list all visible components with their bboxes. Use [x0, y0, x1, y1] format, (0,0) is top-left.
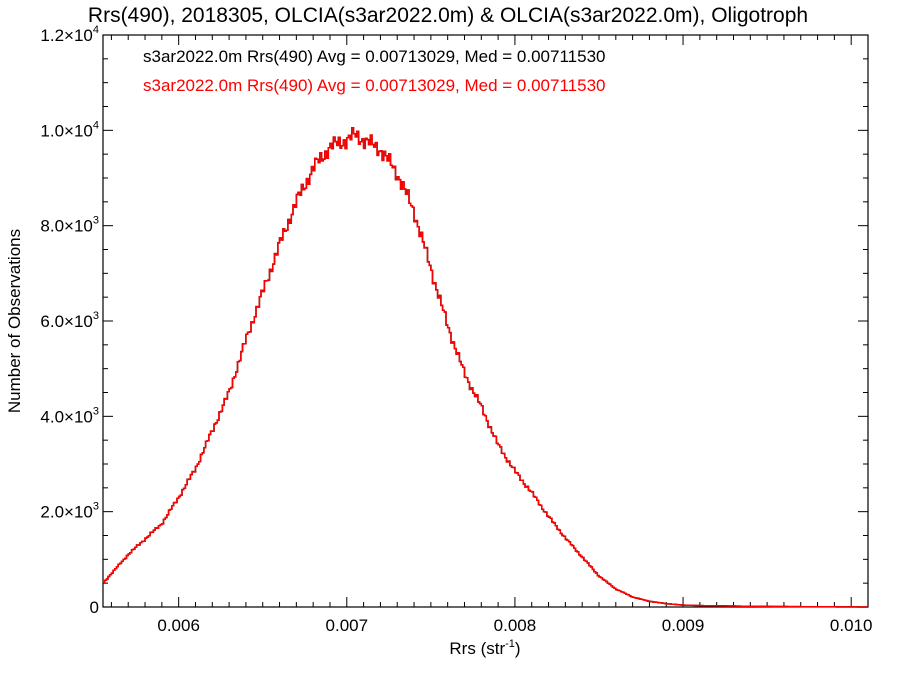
- y-tick-label-exponent: 4: [93, 119, 99, 131]
- y-tick-label-exponent: 3: [93, 215, 99, 227]
- chart-title: Rrs(490), 2018305, OLCIA(s3ar2022.0m) & …: [88, 4, 808, 27]
- y-tick-label: 1.0×104: [40, 119, 99, 140]
- x-tick-label: 0.006: [157, 616, 200, 635]
- y-tick-label-exponent: 3: [93, 310, 99, 322]
- y-tick-label: 2.0×103: [40, 501, 99, 522]
- y-tick-label-base: 1.0×10: [40, 121, 92, 140]
- y-tick-label: 1.2×104: [40, 24, 99, 45]
- legend-entry-black: s3ar2022.0m Rrs(490) Avg = 0.00713029, M…: [143, 47, 605, 66]
- x-tick-label: 0.008: [494, 616, 537, 635]
- x-axis-label-superscript: -1: [505, 638, 515, 650]
- y-tick-label: 4.0×103: [40, 405, 99, 426]
- y-tick-label-base: 2.0×10: [40, 503, 92, 522]
- series-line-red: [103, 126, 868, 608]
- x-tick-label: 0.009: [662, 616, 705, 635]
- y-tick-label-base: 8.0×10: [40, 217, 92, 236]
- y-tick-label-base: 6.0×10: [40, 312, 92, 331]
- x-axis-label-text: Rrs (str: [449, 639, 505, 658]
- x-axis-label-close: ): [515, 639, 521, 658]
- x-axis-label: Rrs (str-1): [449, 638, 520, 658]
- y-tick-label-exponent: 4: [93, 24, 99, 36]
- y-tick-label-exponent: 3: [93, 405, 99, 417]
- y-tick-label-base: 4.0×10: [40, 407, 92, 426]
- y-tick-label-base: 0: [90, 598, 99, 617]
- y-tick-label-exponent: 3: [93, 501, 99, 513]
- legend-entry-red: s3ar2022.0m Rrs(490) Avg = 0.00713029, M…: [143, 76, 605, 95]
- x-tick-label: 0.010: [830, 616, 873, 635]
- x-tick-label: 0.007: [326, 616, 369, 635]
- y-axis-ticks: 02.0×1034.0×1036.0×1038.0×1031.0×1041.2×…: [40, 24, 868, 617]
- y-axis-label: Number of Observations: [5, 229, 24, 413]
- y-tick-label: 8.0×103: [40, 215, 99, 236]
- y-tick-label: 0: [90, 598, 99, 617]
- y-tick-label-base: 1.2×10: [40, 26, 92, 45]
- y-tick-label: 6.0×103: [40, 310, 99, 331]
